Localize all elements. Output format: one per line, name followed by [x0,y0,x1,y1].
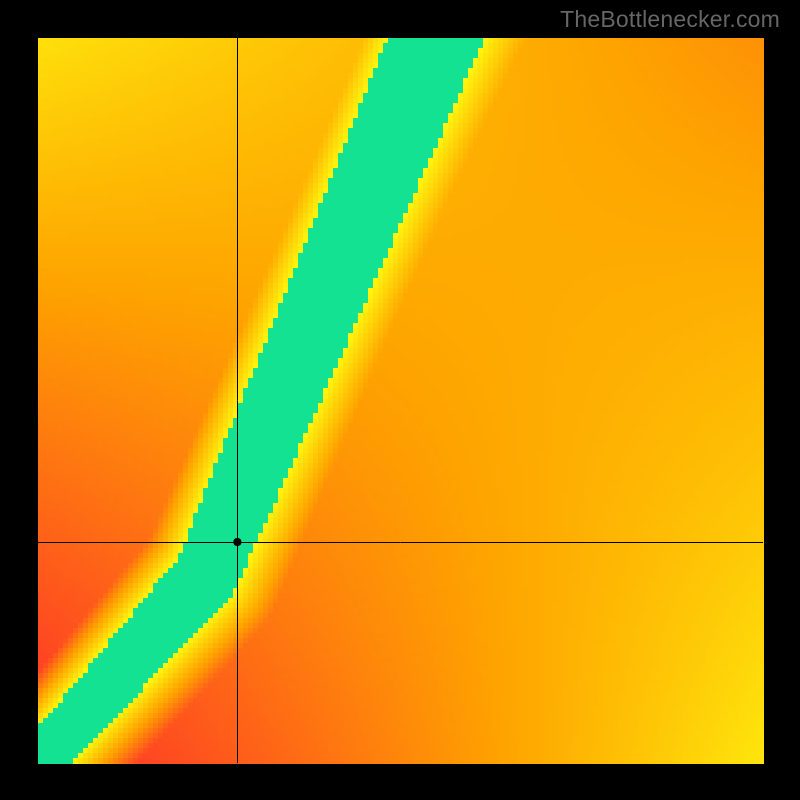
chart-container: TheBottlenecker.com [0,0,800,800]
attribution-text: TheBottlenecker.com [560,6,780,33]
bottleneck-heatmap [0,0,800,800]
